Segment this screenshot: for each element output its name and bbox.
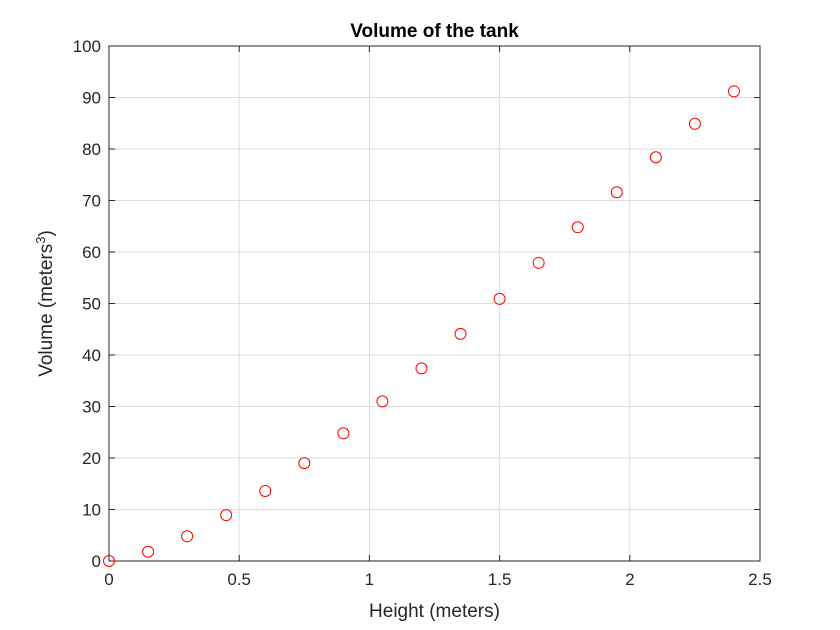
y-axis-label: Volume (meters3) [33,230,58,377]
data-point [649,151,662,164]
data-point [532,256,545,269]
data-point [376,395,389,408]
y-axis-label-text: Volume (meters [36,244,57,377]
data-point [181,530,194,543]
y-tick-label: 40 [82,346,101,365]
x-tick-label: 0 [104,570,113,589]
y-tick-label: 50 [82,295,101,314]
data-point [415,362,428,375]
x-tick-label: 1.5 [488,570,512,589]
x-tick-label: 0.5 [227,570,251,589]
y-tick-label: 60 [82,243,101,262]
data-point [571,221,584,234]
data-point [337,427,350,440]
y-tick-label: 20 [82,449,101,468]
data-point [727,85,740,98]
data-point [220,509,233,522]
x-tick-label: 2 [625,570,634,589]
y-tick-label: 0 [92,552,101,571]
y-axis-label-superscript: 3 [33,237,48,244]
data-point [103,555,115,567]
chart-title: Volume of the tank [350,21,519,42]
data-points [103,85,740,567]
data-point [298,457,311,470]
x-axis-label: Height (meters) [369,601,500,622]
data-point [688,117,701,130]
y-tick-label: 90 [82,89,101,108]
data-point [493,292,506,305]
x-tick-label: 1 [365,570,374,589]
y-tick-label: 10 [82,501,101,520]
y-tick-label: 30 [82,398,101,417]
data-point [610,186,623,199]
y-tick-label: 100 [73,37,101,56]
data-point [142,545,155,558]
y-tick-label: 80 [82,140,101,159]
y-tick-label: 70 [82,192,101,211]
data-point [454,327,467,340]
data-point [259,484,272,497]
ticks: 0 0.5 1 1.5 2 2.5 0 10 20 30 40 50 60 70 80 90 100 [73,37,772,589]
y-axis-label-close: ) [36,230,57,236]
x-tick-label: 2.5 [748,570,772,589]
